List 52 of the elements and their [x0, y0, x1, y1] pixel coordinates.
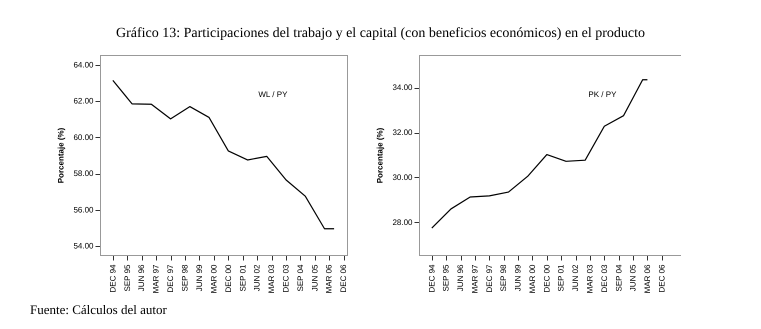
y-tick-label: 56.00: [73, 205, 94, 214]
x-tick-label: MAR 03: [585, 264, 594, 294]
line-series: [112, 80, 335, 230]
x-tick-label: MAR 03: [267, 264, 276, 294]
x-tick-label: DEC 00: [224, 264, 233, 293]
x-tick-label: DEC 00: [542, 264, 552, 293]
x-tick-label: SEP 01: [556, 264, 566, 292]
x-tick-label: MAR 97: [470, 264, 480, 294]
x-tick-label: JUN 02: [252, 264, 262, 292]
x-tick-label: JUN 96: [137, 264, 146, 292]
y-tick-label: 60.00: [73, 132, 94, 142]
y-axis-title: Porcentaje (%): [375, 127, 384, 184]
y-tick-label: 30.00: [392, 172, 414, 182]
x-tick-label: SEP 95: [442, 264, 451, 292]
x-tick-label: SEP 04: [614, 264, 624, 292]
x-tick-label: JUN 99: [194, 264, 204, 292]
x-tick-label: MAR 06: [642, 264, 652, 294]
source-note: Fuente: Cálculos del autor: [30, 302, 167, 318]
x-tick-label: DEC 94: [427, 264, 436, 293]
x-tick-label: SEP 04: [296, 264, 305, 292]
x-tick-label: JUN 05: [628, 264, 638, 292]
series-label: PK / PY: [588, 90, 618, 99]
x-tick-label: DEC 06: [339, 264, 348, 293]
y-tick-label: 54.00: [73, 241, 94, 250]
x-tick-label: DEC 94: [108, 264, 118, 293]
x-tick-label: MAR 00: [528, 264, 537, 294]
text: Gráfico 13: Participaciones del trabajo y el capital (con beneficios económicos) en el producto: [114, 26, 646, 42]
line-series: [431, 79, 648, 229]
x-tick-label: MAR 97: [152, 264, 161, 294]
x-tick-label: DEC 97: [166, 264, 176, 293]
x-tick-label: DEC 03: [282, 264, 290, 293]
x-tick-label: SEP 98: [499, 264, 508, 292]
x-tick-label: JUN 05: [310, 264, 320, 292]
y-tick-label: 58.00: [73, 169, 94, 178]
x-tick-label: JUN 02: [571, 264, 580, 292]
text: WL / PY: [258, 90, 288, 99]
y-tick-label: 32.00: [392, 128, 414, 138]
y-tick-label: 64.00: [73, 60, 94, 70]
x-tick-label: SEP 95: [122, 264, 132, 292]
y-tick-label: 28.00: [392, 218, 414, 227]
y-axis-title: Porcentaje (%): [56, 127, 66, 184]
x-tick-label: MAR 00: [209, 264, 218, 294]
x-tick-label: JUN 99: [514, 264, 523, 292]
y-tick-label: 62.00: [73, 96, 94, 106]
x-tick-label: MAR 06: [324, 264, 334, 294]
x-tick-label: SEP 98: [180, 264, 190, 292]
x-tick-label: SEP 01: [238, 264, 248, 292]
x-tick-label: DEC 97: [484, 264, 494, 293]
x-tick-label: DEC 03: [600, 264, 609, 293]
x-tick-label: DEC 06: [657, 264, 666, 293]
y-tick-label: 34.00: [392, 83, 414, 92]
x-tick-label: JUN 96: [456, 264, 466, 292]
